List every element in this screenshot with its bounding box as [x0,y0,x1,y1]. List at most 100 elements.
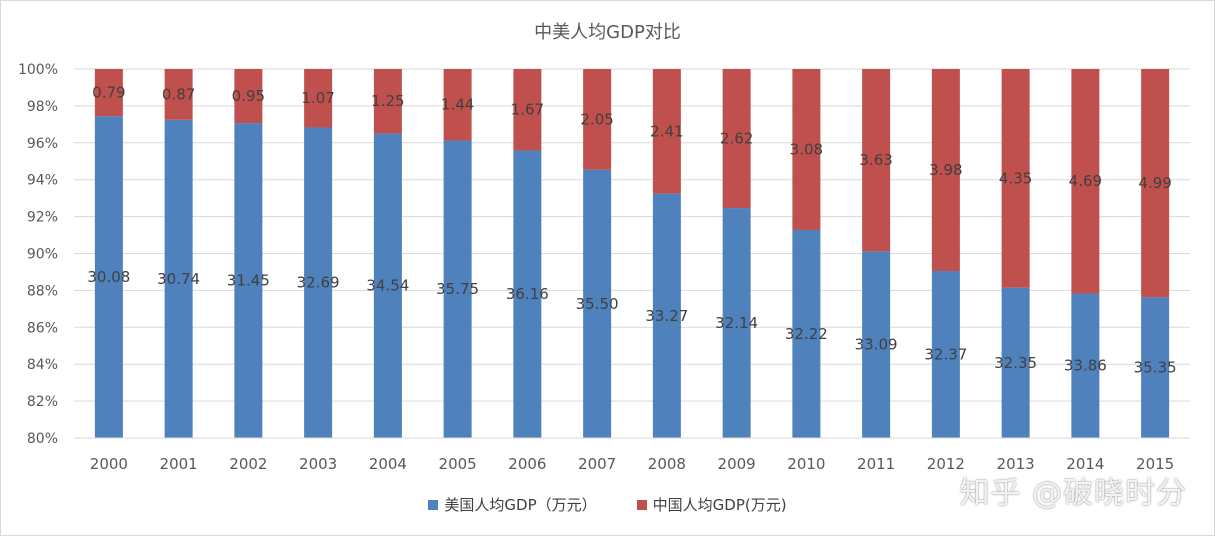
bar-us [1141,297,1170,438]
bar-china [931,69,960,272]
data-label-us: 33.27 [645,307,688,325]
data-label-china: 1.67 [511,101,544,119]
bar-us [583,169,612,438]
bar-us [1071,293,1100,438]
data-label-china: 3.63 [859,151,892,169]
bar-china [792,69,821,230]
bar-us [931,271,960,438]
x-tick-label: 2007 [578,455,616,473]
bar-us [164,119,193,438]
y-tick-label: 84% [27,357,58,373]
bar-china [373,69,402,134]
x-tick-label: 2009 [718,455,756,473]
bar-us [373,133,402,438]
bar-china [443,69,472,141]
data-label-china: 3.08 [790,140,823,158]
bar-china [513,69,542,151]
data-label-china: 0.95 [232,87,265,105]
legend-label-china: 中国人均GDP(万元) [652,496,787,514]
x-tick-label: 2002 [229,455,267,473]
bar-us [443,140,472,439]
data-label-us: 35.75 [436,280,479,298]
bar-us [513,150,542,438]
x-tick-label: 2014 [1066,455,1104,473]
data-label-us: 30.74 [157,270,200,288]
bar-us [652,193,681,438]
data-label-us: 32.35 [994,354,1037,372]
data-label-china: 4.69 [1069,172,1102,190]
data-label-china: 1.07 [301,89,334,107]
x-tick-label: 2003 [299,455,337,473]
x-tick-label: 2012 [927,455,965,473]
bar-china [304,69,333,128]
x-tick-label: 2006 [508,455,546,473]
y-tick-label: 90% [27,247,58,263]
bar-us [792,229,821,438]
data-label-us: 32.22 [785,325,828,343]
y-tick-label: 86% [27,320,58,336]
data-label-china: 2.62 [720,130,753,148]
watermark: 知乎 @破晓时分 [959,476,1187,511]
y-tick-label: 82% [27,394,58,410]
bar-china [234,69,263,124]
legend-swatch-china [636,499,647,510]
bar-china [1141,69,1170,298]
x-tick-label: 2015 [1136,455,1174,473]
y-tick-label: 80% [27,431,58,447]
data-label-us: 33.09 [855,336,898,354]
bar-china [1001,69,1030,288]
data-label-us: 34.54 [366,277,409,295]
y-tick-label: 92% [27,210,58,226]
bar-china [1071,69,1100,294]
data-label-us: 32.14 [715,314,758,332]
data-label-china: 0.79 [92,84,125,102]
data-label-us: 36.16 [506,285,549,303]
data-label-us: 32.37 [924,346,967,364]
legend-item-us: 美国人均GDP（万元） [428,494,597,515]
data-label-us: 30.08 [87,268,130,286]
data-label-us: 35.50 [576,295,619,313]
bar-us [1001,287,1030,438]
data-label-china: 4.35 [999,169,1032,187]
data-label-china: 3.98 [929,161,962,179]
y-tick-label: 98% [27,99,58,115]
bar-china [583,69,612,170]
y-tick-label: 100% [18,62,58,78]
x-tick-label: 2008 [648,455,686,473]
bar-china [862,69,891,252]
data-label-us: 33.86 [1064,357,1107,375]
legend-swatch-us [428,499,439,510]
data-label-china: 0.87 [162,85,195,103]
bar-china [652,69,681,194]
data-label-us: 35.35 [1134,359,1177,377]
legend-item-china: 中国人均GDP(万元) [636,494,787,515]
chart-legend: 美国人均GDP（万元） 中国人均GDP(万元) [0,494,1215,515]
bar-china [722,69,751,209]
x-tick-label: 2000 [90,455,128,473]
data-label-china: 1.25 [371,92,404,110]
x-tick-label: 2001 [160,455,198,473]
data-label-us: 31.45 [227,272,270,290]
data-label-china: 1.44 [441,96,474,114]
x-tick-label: 2004 [369,455,407,473]
x-tick-label: 2013 [997,455,1035,473]
bar-us [862,251,891,438]
data-label-us: 32.69 [297,274,340,292]
bar-us [304,127,333,438]
data-label-china: 4.99 [1138,174,1171,192]
x-tick-label: 2005 [439,455,477,473]
bar-us [234,123,263,438]
chart-title: 中美人均GDP对比 [534,22,681,43]
y-tick-label: 94% [27,173,58,189]
data-label-china: 2.41 [650,122,683,140]
bar-china [164,69,193,120]
bar-us [94,116,123,438]
x-tick-label: 2011 [857,455,895,473]
bar-china [94,69,123,117]
bar-us [722,208,751,438]
y-tick-label: 88% [27,283,58,299]
x-tick-label: 2010 [787,455,825,473]
legend-label-us: 美国人均GDP（万元） [444,496,597,514]
y-tick-label: 96% [27,136,58,152]
